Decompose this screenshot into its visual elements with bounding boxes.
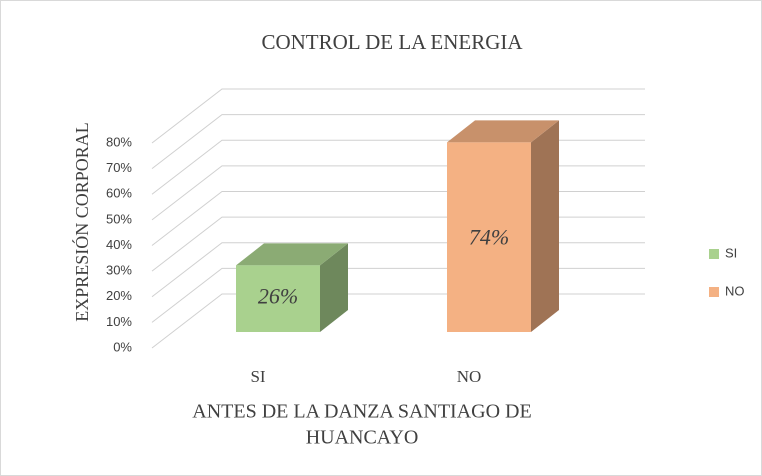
y-axis-title: EXPRESIÓN CORPORAL (71, 122, 92, 322)
y-tick-label: 50% (106, 211, 132, 226)
x-axis-title: ANTES DE LA DANZA SANTIAGO DE (192, 401, 531, 423)
x-tick-label: NO (457, 367, 482, 386)
y-tick-label: 40% (106, 237, 132, 252)
bar-side (531, 120, 559, 332)
chart-title: CONTROL DE LA ENERGIA (261, 30, 523, 54)
data-label: 26% (258, 284, 298, 309)
legend-label: NO (725, 283, 745, 298)
y-tick-label: 30% (106, 263, 132, 278)
y-tick-label: 10% (106, 314, 132, 329)
bar (447, 142, 531, 332)
grid-line (151, 88, 645, 144)
data-label: 74% (469, 224, 509, 249)
y-tick-label: 70% (106, 160, 132, 175)
bar (236, 265, 320, 332)
bar-side (320, 243, 348, 332)
legend-swatch (709, 287, 719, 297)
x-tick-label: SI (250, 367, 265, 386)
legend-label: SI (725, 245, 737, 260)
y-tick-label: 60% (106, 186, 132, 201)
bar-top (447, 120, 559, 143)
x-axis-title: HUANCAYO (306, 427, 419, 449)
bar-top (236, 243, 348, 266)
y-tick-label: 80% (106, 134, 132, 149)
grid-line (151, 114, 645, 170)
legend-swatch (709, 249, 719, 259)
y-tick-label: 0% (113, 339, 132, 354)
y-tick-label: 20% (106, 288, 132, 303)
